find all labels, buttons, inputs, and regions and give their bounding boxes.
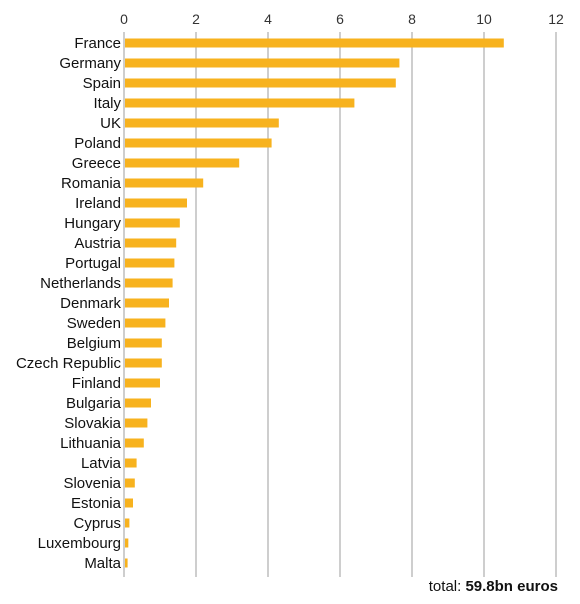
category-label: Luxembourg [38, 535, 121, 552]
category-label: France [74, 35, 121, 52]
category-label: Cyprus [73, 515, 121, 532]
bar [125, 318, 166, 328]
bar [125, 398, 151, 408]
category-label: Slovakia [64, 415, 121, 432]
bar [125, 358, 162, 368]
bar [125, 298, 169, 308]
bar [125, 558, 128, 568]
bar [125, 118, 279, 128]
category-label: Czech Republic [16, 355, 122, 372]
category-label: Denmark [60, 295, 121, 312]
bar [125, 158, 240, 168]
category-label: Romania [61, 175, 122, 192]
category-label: Germany [59, 55, 121, 72]
category-label: Slovenia [63, 475, 121, 492]
category-label: Italy [93, 95, 121, 112]
bar [125, 238, 177, 248]
bar [125, 438, 144, 448]
total-prefix: total: [428, 578, 466, 595]
category-label: Portugal [65, 255, 121, 272]
category-label: Poland [74, 135, 121, 152]
x-tick-label: 4 [264, 11, 272, 27]
x-tick-label: 0 [120, 11, 128, 27]
x-tick-label: 12 [548, 11, 564, 27]
category-label: Latvia [81, 455, 122, 472]
bar [125, 498, 133, 508]
x-tick-label: 2 [192, 11, 200, 27]
bar [125, 38, 504, 48]
bar [125, 138, 272, 148]
category-label: UK [100, 115, 121, 132]
bar [125, 538, 129, 548]
x-tick-label: 10 [476, 11, 492, 27]
category-label: Greece [72, 155, 121, 172]
category-label: Malta [84, 555, 121, 572]
bar [125, 458, 137, 468]
grid-layer [123, 32, 557, 577]
category-label: Finland [72, 375, 121, 392]
category-label: Ireland [75, 195, 121, 212]
category-label: Lithuania [60, 435, 122, 452]
total-note: total: 59.8bn euros [429, 578, 558, 595]
bar [125, 378, 160, 388]
total-value: 59.8bn euros [465, 578, 558, 595]
bar [125, 478, 135, 488]
category-label: Netherlands [40, 275, 121, 292]
category-label: Hungary [64, 215, 121, 232]
bar [125, 178, 204, 188]
bar [125, 278, 173, 288]
x-tick-label: 8 [408, 11, 416, 27]
bar [125, 518, 130, 528]
bar [125, 78, 396, 88]
category-label: Spain [83, 75, 121, 92]
category-label: Austria [74, 235, 121, 252]
bar [125, 418, 148, 428]
x-tick-label: 6 [336, 11, 344, 27]
bar [125, 258, 175, 268]
category-label: Estonia [71, 495, 122, 512]
category-label: Bulgaria [66, 395, 122, 412]
category-labels: France Germany Spain Italy UK Poland Greece Rom… [16, 35, 122, 572]
category-label: Belgium [67, 335, 121, 352]
bar [125, 218, 180, 228]
x-tick-labels: 0 2 4 6 8 10 12 [120, 11, 564, 27]
category-label: Sweden [67, 315, 121, 332]
bar [125, 98, 355, 108]
bar [125, 198, 187, 208]
bars-layer [125, 38, 504, 568]
bar [125, 338, 162, 348]
bar [125, 58, 400, 68]
